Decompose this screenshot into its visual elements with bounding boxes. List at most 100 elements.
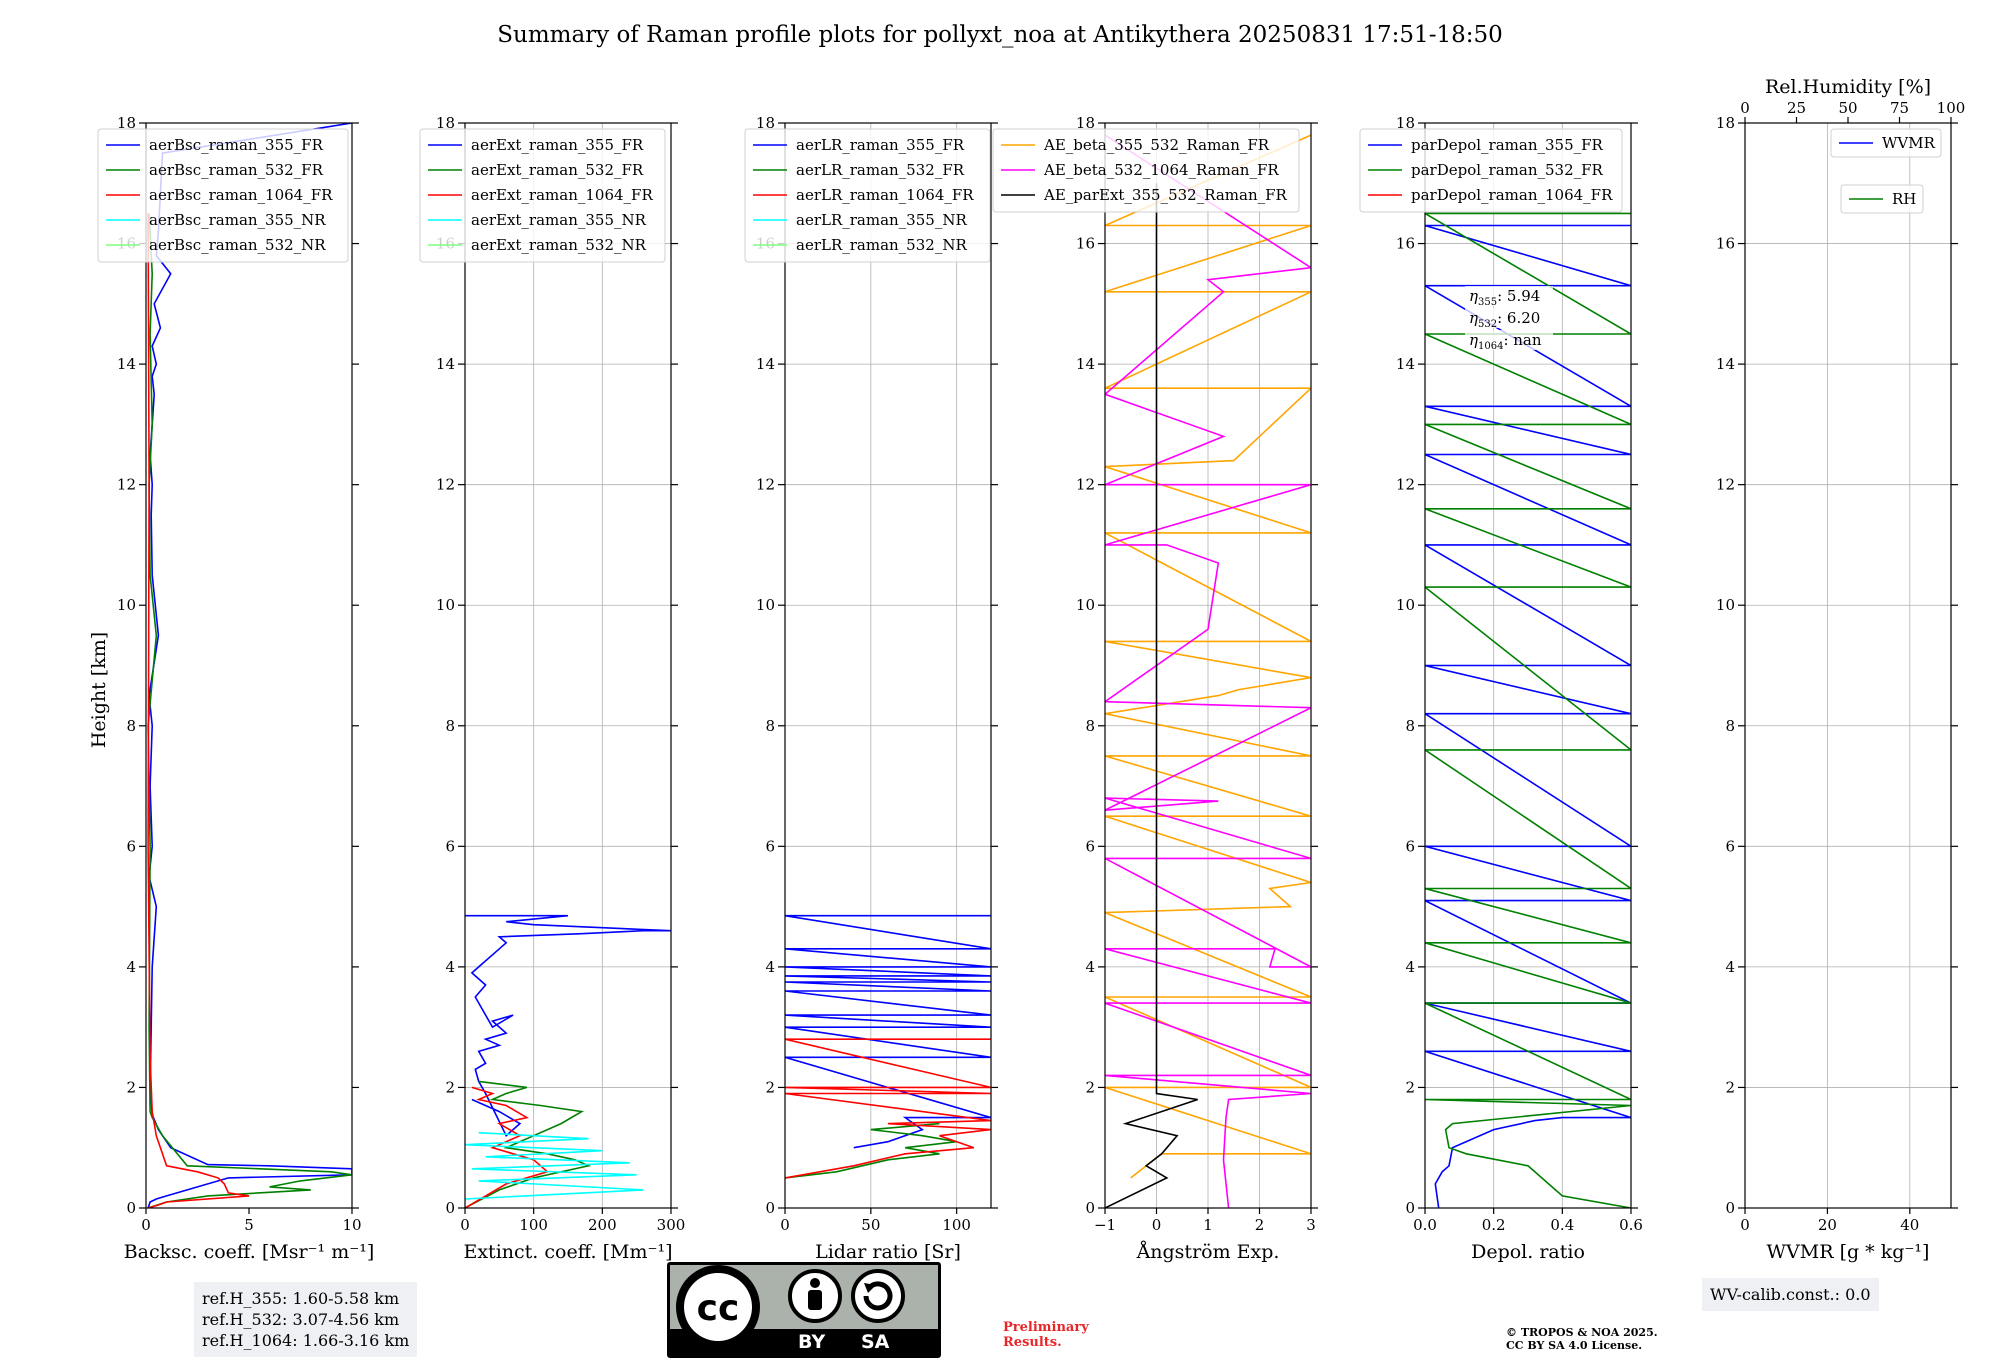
- y-tick-label: 4: [1405, 958, 1415, 976]
- y-tick-label: 2: [1405, 1078, 1415, 1096]
- series-line-aerBsc_raman_1064_FR: [147, 213, 250, 1208]
- x-axis-label: Backsc. coeff. [Msr⁻¹ m⁻¹]: [124, 1241, 375, 1263]
- x-tick-label: 0: [1152, 1216, 1162, 1234]
- series-line-parDepol_raman_532_FR: [1425, 212, 1631, 1208]
- eta-annotation: η532: 6.20: [1469, 309, 1540, 330]
- y-axis-label: Height [km]: [88, 632, 110, 748]
- legend-box: [97, 128, 349, 263]
- legend-label: aerBsc_raman_355_NR: [149, 211, 326, 229]
- x-tick-label: 0.2: [1482, 1216, 1506, 1234]
- eta-annotation: η1064: nan: [1469, 331, 1542, 352]
- legend-label: aerBsc_raman_532_NR: [149, 236, 326, 254]
- x-tick-label: 100: [519, 1216, 548, 1234]
- y-tick-label: 8: [1725, 717, 1735, 735]
- top-x-tick-label: 25: [1787, 99, 1806, 117]
- y-tick-label: 10: [1396, 596, 1415, 614]
- y-tick-label: 8: [1085, 717, 1095, 735]
- series-line-aerExt_raman_1064_FR: [465, 1086, 550, 1208]
- legend-label: aerExt_raman_355_FR: [471, 136, 644, 154]
- x-tick-label: 0: [141, 1216, 151, 1234]
- legend-label: parDepol_raman_532_FR: [1411, 161, 1604, 179]
- legend-label: aerLR_raman_355_NR: [796, 211, 967, 229]
- x-tick-label: 300: [657, 1216, 686, 1234]
- legend: WVMR RH: [1830, 128, 1942, 214]
- y-tick-label: 16: [1076, 235, 1095, 253]
- series-line-AE_parExt_355_532_Raman_FR: [1105, 183, 1198, 1208]
- y-tick-label: 12: [1076, 476, 1095, 494]
- y-tick-label: 12: [1716, 476, 1735, 494]
- y-tick-label: 0: [1405, 1199, 1415, 1217]
- legend-label: aerExt_raman_1064_FR: [471, 186, 653, 204]
- legend-label: aerExt_raman_532_NR: [471, 236, 647, 254]
- panel-ext: 0100200300024681012141618Extinct. coeff.…: [419, 114, 686, 1263]
- y-tick-label: 0: [126, 1199, 136, 1217]
- legend-label: WVMR: [1882, 134, 1936, 152]
- x-axis-label: Extinct. coeff. [Mm⁻¹]: [463, 1241, 672, 1263]
- x-tick-label: −1: [1094, 1216, 1116, 1234]
- axes-frame: [1424, 122, 1632, 1209]
- ref-height-355: ref.H_355: 1.60-5.58 km: [202, 1289, 400, 1308]
- top-x-tick-label: 50: [1838, 99, 1857, 117]
- x-tick-label: 3: [1306, 1216, 1316, 1234]
- top-x-tick-label: 75: [1890, 99, 1909, 117]
- y-tick-label: 14: [1076, 355, 1095, 373]
- series-line-aerBsc_raman_532_FR: [147, 213, 352, 1208]
- y-tick-label: 18: [1396, 114, 1415, 132]
- legend-label: parDepol_raman_1064_FR: [1411, 186, 1613, 204]
- y-tick-label: 6: [765, 837, 775, 855]
- x-tick-label: 0.4: [1550, 1216, 1574, 1234]
- y-tick-label: 16: [1716, 235, 1735, 253]
- y-tick-label: 12: [756, 476, 775, 494]
- y-tick-label: 4: [445, 958, 455, 976]
- panel-bsc: 0510024681012141618Backsc. coeff. [Msr⁻¹…: [97, 114, 375, 1263]
- y-tick-label: 16: [1396, 235, 1415, 253]
- cc-license-badge: cc BY SA: [667, 1262, 941, 1358]
- legend-label: aerBsc_raman_1064_FR: [149, 186, 333, 204]
- y-tick-label: 2: [765, 1078, 775, 1096]
- svg-text:cc: cc: [697, 1288, 740, 1329]
- x-tick-label: 0: [780, 1216, 790, 1234]
- series-line-AE_beta_532_1064_Raman_FR: [1105, 134, 1311, 1208]
- x-tick-label: 1: [1203, 1216, 1213, 1234]
- y-tick-label: 14: [1396, 355, 1415, 373]
- y-tick-label: 2: [126, 1078, 136, 1096]
- axes-frame: [784, 122, 992, 1209]
- y-tick-label: 8: [1405, 717, 1415, 735]
- y-tick-label: 10: [1076, 596, 1095, 614]
- series-line-aerExt_raman_355_NR: [465, 1131, 644, 1200]
- series-line-aerLR_raman_532_FR: [785, 1122, 957, 1179]
- legend-box: [744, 128, 991, 263]
- x-axis-label: Ångström Exp.: [1136, 1241, 1280, 1263]
- legend: aerLR_raman_355_FR aerLR_raman_532_FR aerL…: [744, 128, 991, 263]
- y-tick-label: 18: [1076, 114, 1095, 132]
- y-tick-label: 6: [445, 837, 455, 855]
- legend-label: AE_parExt_355_532_Raman_FR: [1043, 186, 1288, 204]
- y-tick-label: 6: [1085, 837, 1095, 855]
- legend-label: aerBsc_raman_355_FR: [149, 136, 324, 154]
- y-tick-label: 10: [117, 596, 136, 614]
- top-x-tick-label: 0: [1740, 99, 1750, 117]
- panel-wv: 0 20 40 0 2 4 6 8 10 12 14 16 18 WVMR [g * kg⁻¹] 0 25 50…: [1716, 76, 1965, 1263]
- panel-depol: 0.0 0.2 0.4 0.6 0 2 4 6 8 10 12 14 16 18 Depol. ratio p…: [1359, 114, 1643, 1263]
- y-tick-label: 0: [765, 1199, 775, 1217]
- series-line-aerLR_raman_355_FR: [785, 914, 991, 1149]
- axes-frame: [464, 122, 672, 1209]
- legend-label: AE_beta_532_1064_Raman_FR: [1043, 161, 1279, 179]
- copyright-note: © TROPOS & NOA 2025. CC BY SA 4.0 Licens…: [1506, 1326, 1658, 1352]
- y-tick-label: 14: [117, 355, 136, 373]
- by-label: BY: [798, 1331, 826, 1353]
- legend-label: aerExt_raman_532_FR: [471, 161, 644, 179]
- y-tick-label: 2: [1725, 1078, 1735, 1096]
- x-tick-label: 0: [1740, 1216, 1750, 1234]
- y-tick-label: 12: [117, 476, 136, 494]
- wv-calibration-box: WV-calib.const.: 0.0: [1702, 1278, 1879, 1311]
- x-axis-label: Depol. ratio: [1471, 1241, 1585, 1263]
- legend-label: aerLR_raman_1064_FR: [796, 186, 974, 204]
- y-tick-label: 10: [756, 596, 775, 614]
- y-tick-label: 10: [1716, 596, 1735, 614]
- legend-label: RH: [1892, 190, 1916, 208]
- x-tick-label: 10: [342, 1216, 361, 1234]
- y-tick-label: 4: [765, 958, 775, 976]
- legend-box: [1830, 128, 1942, 158]
